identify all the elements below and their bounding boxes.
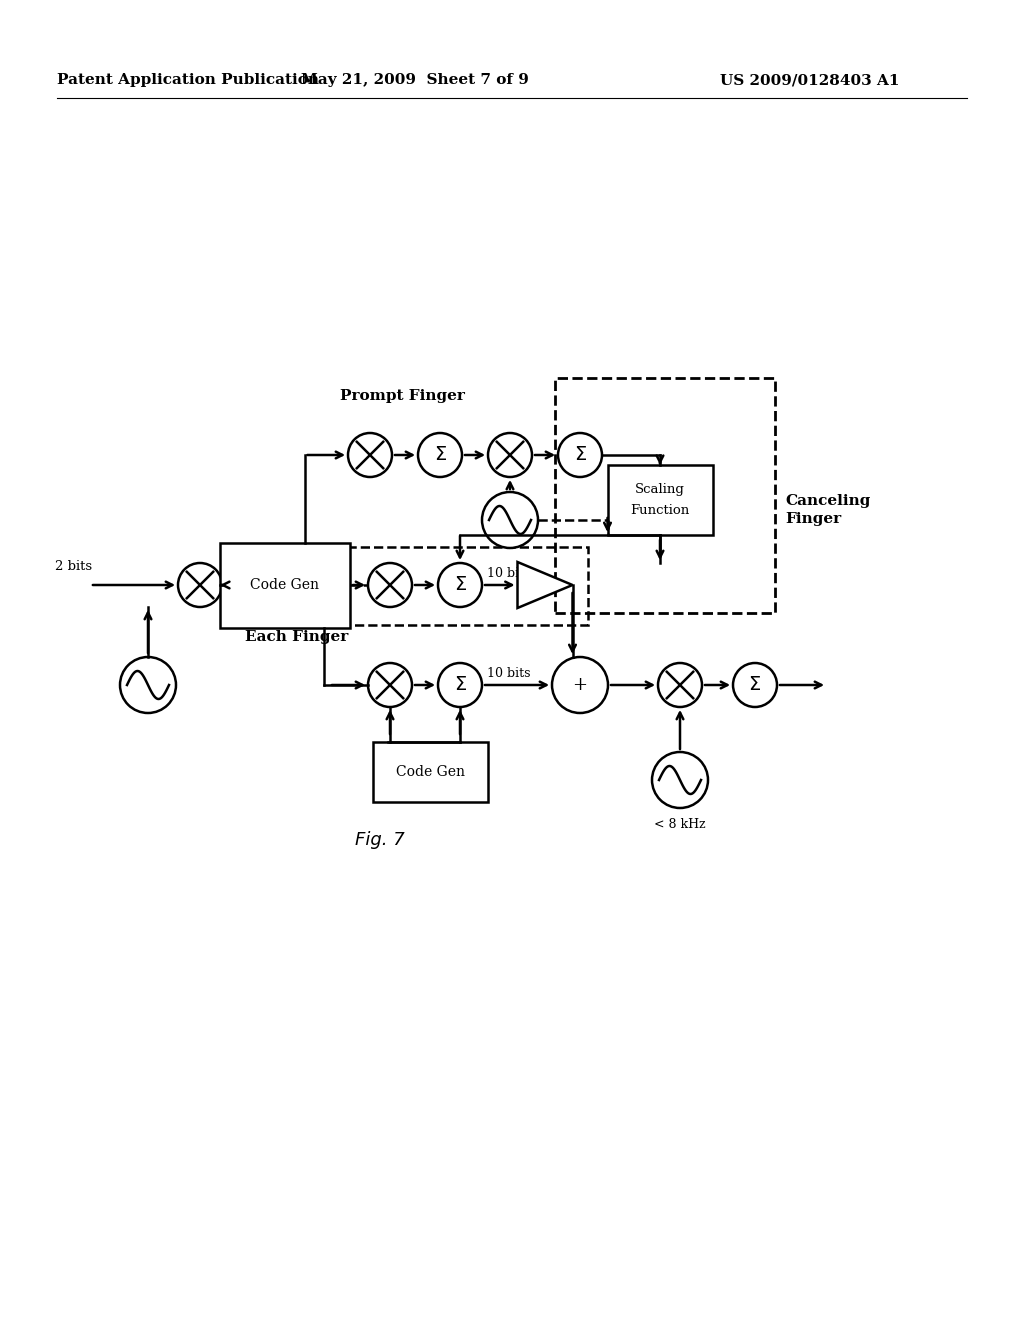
Circle shape bbox=[368, 564, 412, 607]
Circle shape bbox=[438, 663, 482, 708]
Circle shape bbox=[488, 433, 532, 477]
Text: Canceling
Finger: Canceling Finger bbox=[785, 494, 870, 527]
Text: Scaling: Scaling bbox=[635, 483, 685, 496]
Circle shape bbox=[368, 663, 412, 708]
Text: $\Sigma$: $\Sigma$ bbox=[573, 446, 587, 465]
Circle shape bbox=[733, 663, 777, 708]
Circle shape bbox=[552, 657, 608, 713]
Text: 2 bits: 2 bits bbox=[55, 560, 92, 573]
Circle shape bbox=[418, 433, 462, 477]
Bar bbox=[607, 465, 713, 535]
Circle shape bbox=[348, 433, 392, 477]
Text: 10 bits: 10 bits bbox=[487, 568, 530, 579]
Circle shape bbox=[482, 492, 538, 548]
Circle shape bbox=[652, 752, 708, 808]
Text: +: + bbox=[572, 676, 588, 694]
Circle shape bbox=[658, 663, 702, 708]
Text: $\Sigma$: $\Sigma$ bbox=[749, 676, 762, 694]
Text: $\Sigma$: $\Sigma$ bbox=[433, 446, 446, 465]
Circle shape bbox=[178, 564, 222, 607]
Text: May 21, 2009  Sheet 7 of 9: May 21, 2009 Sheet 7 of 9 bbox=[301, 73, 529, 87]
Bar bbox=[373, 742, 487, 803]
Text: < 8 kHz: < 8 kHz bbox=[654, 818, 706, 832]
Polygon shape bbox=[517, 562, 572, 609]
Text: Code Gen: Code Gen bbox=[251, 578, 319, 591]
Text: Prompt Finger: Prompt Finger bbox=[340, 389, 465, 403]
Bar bbox=[220, 543, 350, 627]
Text: Patent Application Publication: Patent Application Publication bbox=[57, 73, 319, 87]
Text: US 2009/0128403 A1: US 2009/0128403 A1 bbox=[720, 73, 899, 87]
Circle shape bbox=[558, 433, 602, 477]
Text: $\Sigma$: $\Sigma$ bbox=[454, 676, 467, 694]
Text: Each Finger: Each Finger bbox=[245, 630, 348, 644]
Text: 10 bits: 10 bits bbox=[487, 667, 530, 680]
Bar bbox=[222, 546, 588, 624]
Circle shape bbox=[438, 564, 482, 607]
Text: Fig. 7: Fig. 7 bbox=[355, 832, 404, 849]
Bar bbox=[555, 378, 775, 612]
Text: $\Sigma$: $\Sigma$ bbox=[454, 576, 467, 594]
Text: Code Gen: Code Gen bbox=[395, 766, 465, 779]
Text: Function: Function bbox=[631, 503, 689, 516]
Circle shape bbox=[120, 657, 176, 713]
